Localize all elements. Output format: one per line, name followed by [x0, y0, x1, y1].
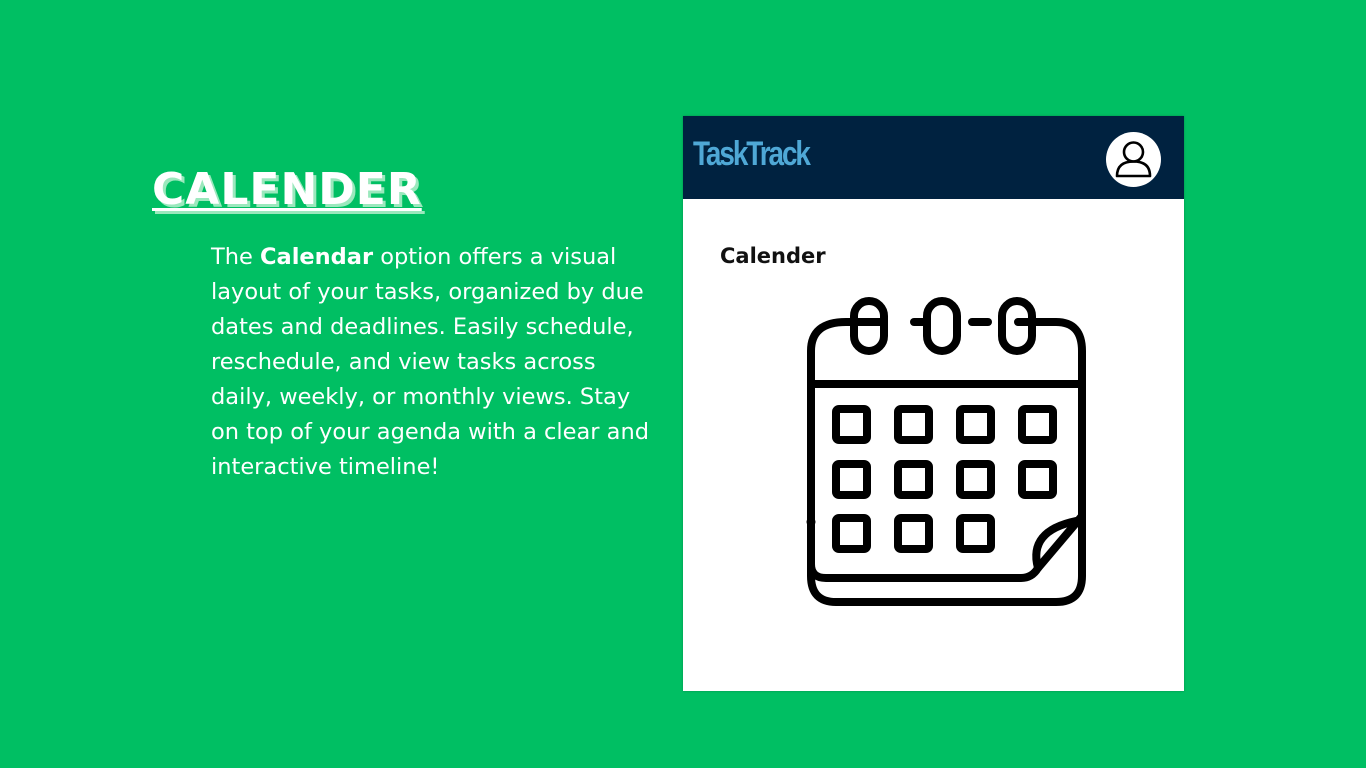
slide-heading: CALENDER	[152, 164, 422, 215]
user-icon	[1115, 141, 1152, 178]
description-body: option offers a visual layout of your ta…	[211, 244, 649, 480]
calendar-icon	[806, 297, 1086, 606]
description-intro: The	[211, 244, 260, 270]
app-preview-window: TaskTrack Calender	[683, 116, 1184, 691]
section-title: Calender	[720, 244, 826, 268]
brand-logo[interactable]: TaskTrack	[693, 135, 811, 173]
app-header: TaskTrack	[683, 116, 1184, 199]
profile-avatar-button[interactable]	[1106, 132, 1161, 187]
description-highlight: Calendar	[260, 244, 374, 270]
feature-description: The Calendar option offers a visual layo…	[211, 240, 661, 485]
